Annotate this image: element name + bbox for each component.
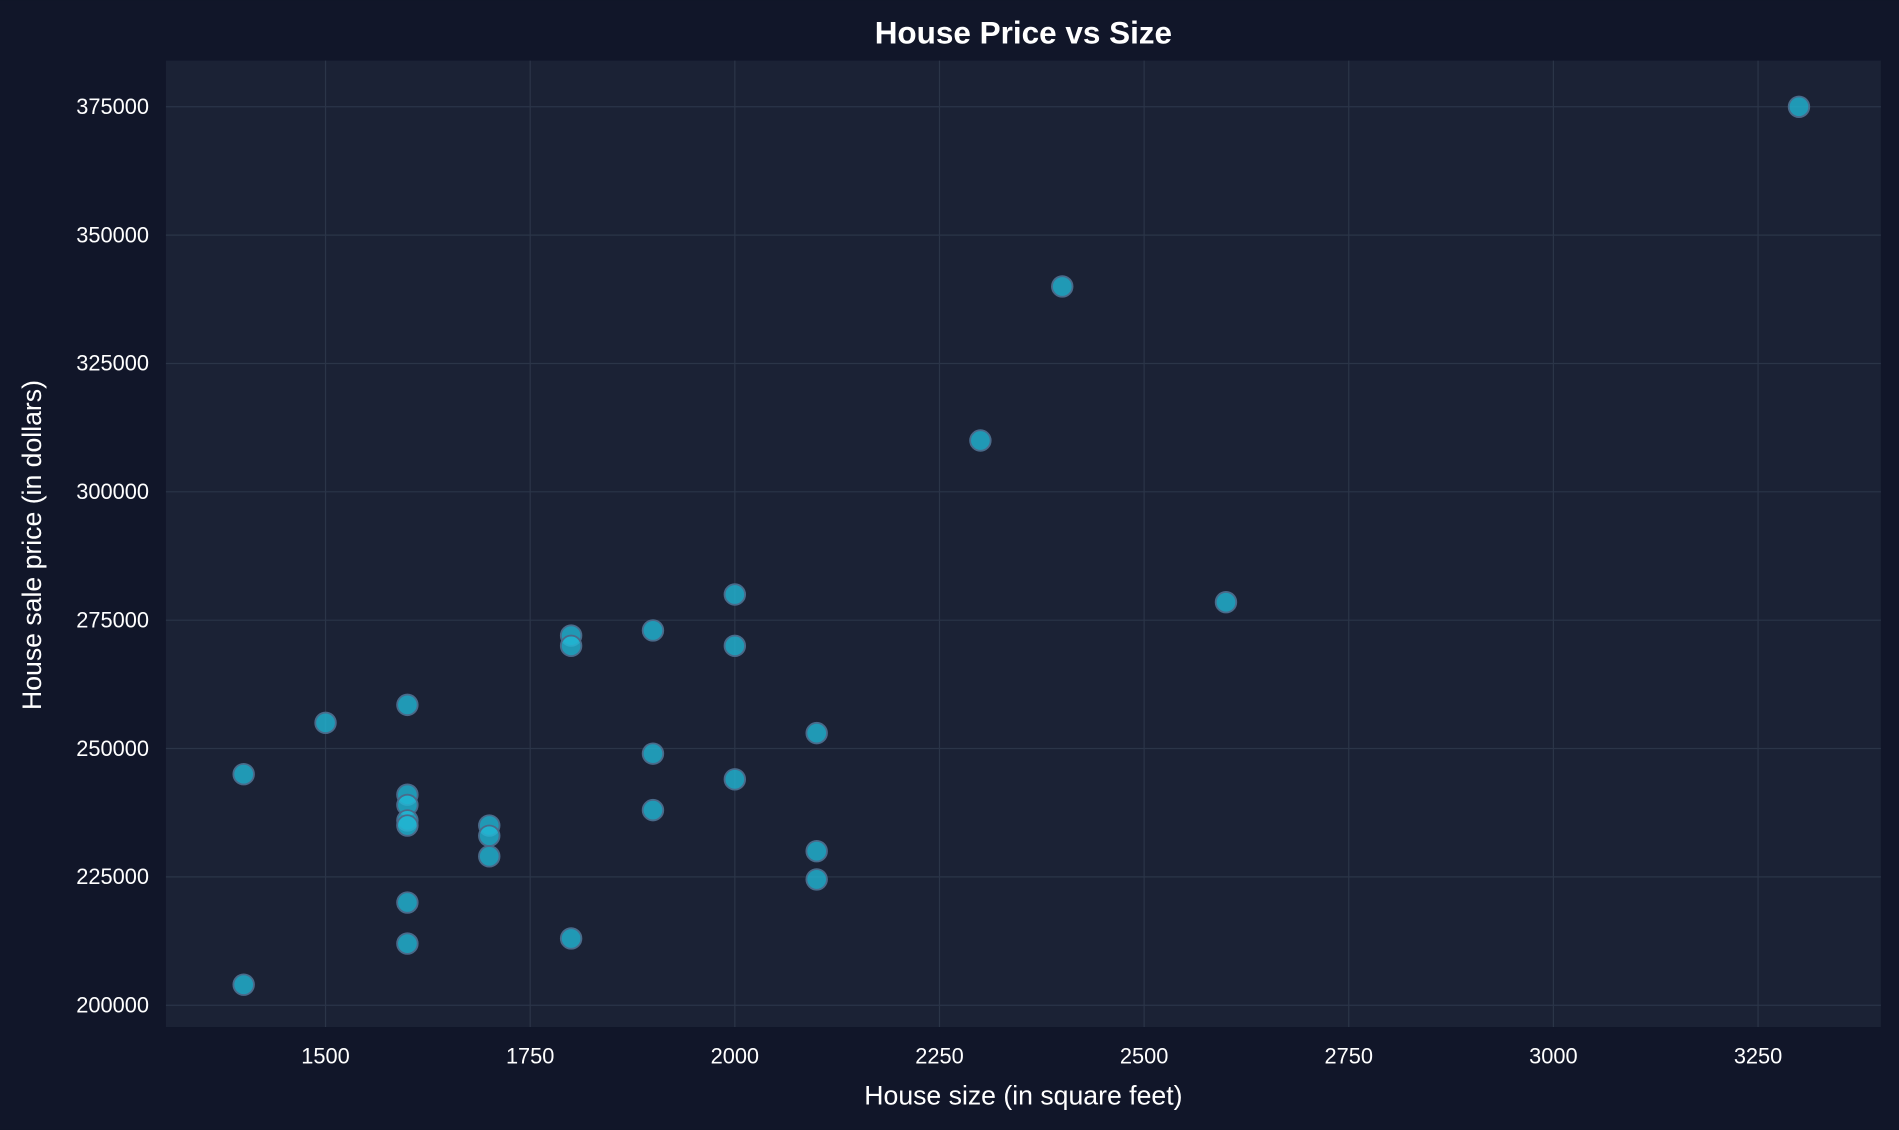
y-tick-label: 200000 <box>76 992 149 1017</box>
data-point <box>232 762 255 786</box>
x-tick-label: 2000 <box>711 1043 759 1068</box>
data-point <box>478 845 501 868</box>
data-points <box>232 95 1811 996</box>
y-axis-ticks: 200000 225000 250000 275000 300000 325000 3500… <box>76 94 149 1017</box>
data-point <box>723 634 747 658</box>
data-point <box>314 711 337 735</box>
data-point <box>641 798 665 822</box>
x-axis-ticks: 1500 1750 2000 2250 2500 2750 3000 3250 <box>301 1043 1782 1068</box>
data-point <box>232 973 255 996</box>
data-point <box>1214 591 1238 614</box>
y-tick-label: 225000 <box>76 864 149 889</box>
y-tick-label: 350000 <box>76 222 149 247</box>
data-point <box>723 583 747 606</box>
x-tick-label: 1500 <box>301 1043 349 1068</box>
x-tick-label: 1750 <box>506 1043 554 1068</box>
data-point <box>805 721 828 745</box>
data-point <box>559 927 583 950</box>
plot-area <box>165 60 1881 1028</box>
data-point <box>396 814 419 837</box>
y-tick-label: 325000 <box>76 351 149 376</box>
data-point <box>396 932 419 955</box>
y-tick-label: 375000 <box>76 94 149 119</box>
data-point <box>396 693 419 717</box>
data-point <box>1787 95 1811 118</box>
data-point <box>559 634 583 658</box>
y-tick-label: 250000 <box>76 736 149 761</box>
x-tick-label: 3000 <box>1529 1043 1577 1068</box>
data-point <box>641 619 665 642</box>
x-tick-label: 2750 <box>1325 1043 1373 1068</box>
y-tick-label: 300000 <box>76 479 149 504</box>
x-tick-label: 3250 <box>1734 1043 1782 1068</box>
data-point <box>641 742 665 765</box>
data-point <box>396 891 419 914</box>
data-point <box>805 839 828 863</box>
y-axis-label: House sale price (in dollars) <box>17 380 47 710</box>
grid <box>165 60 1881 1028</box>
data-point <box>723 768 747 791</box>
data-point <box>969 429 992 452</box>
x-tick-label: 2250 <box>915 1043 963 1068</box>
y-tick-label: 275000 <box>76 607 149 632</box>
chart-title: House Price vs Size <box>875 16 1172 51</box>
data-point <box>1051 275 1074 298</box>
x-tick-label: 2500 <box>1120 1043 1168 1068</box>
data-point <box>478 824 501 847</box>
data-point <box>805 868 828 891</box>
x-axis-label: House size (in square feet) <box>864 1081 1182 1111</box>
